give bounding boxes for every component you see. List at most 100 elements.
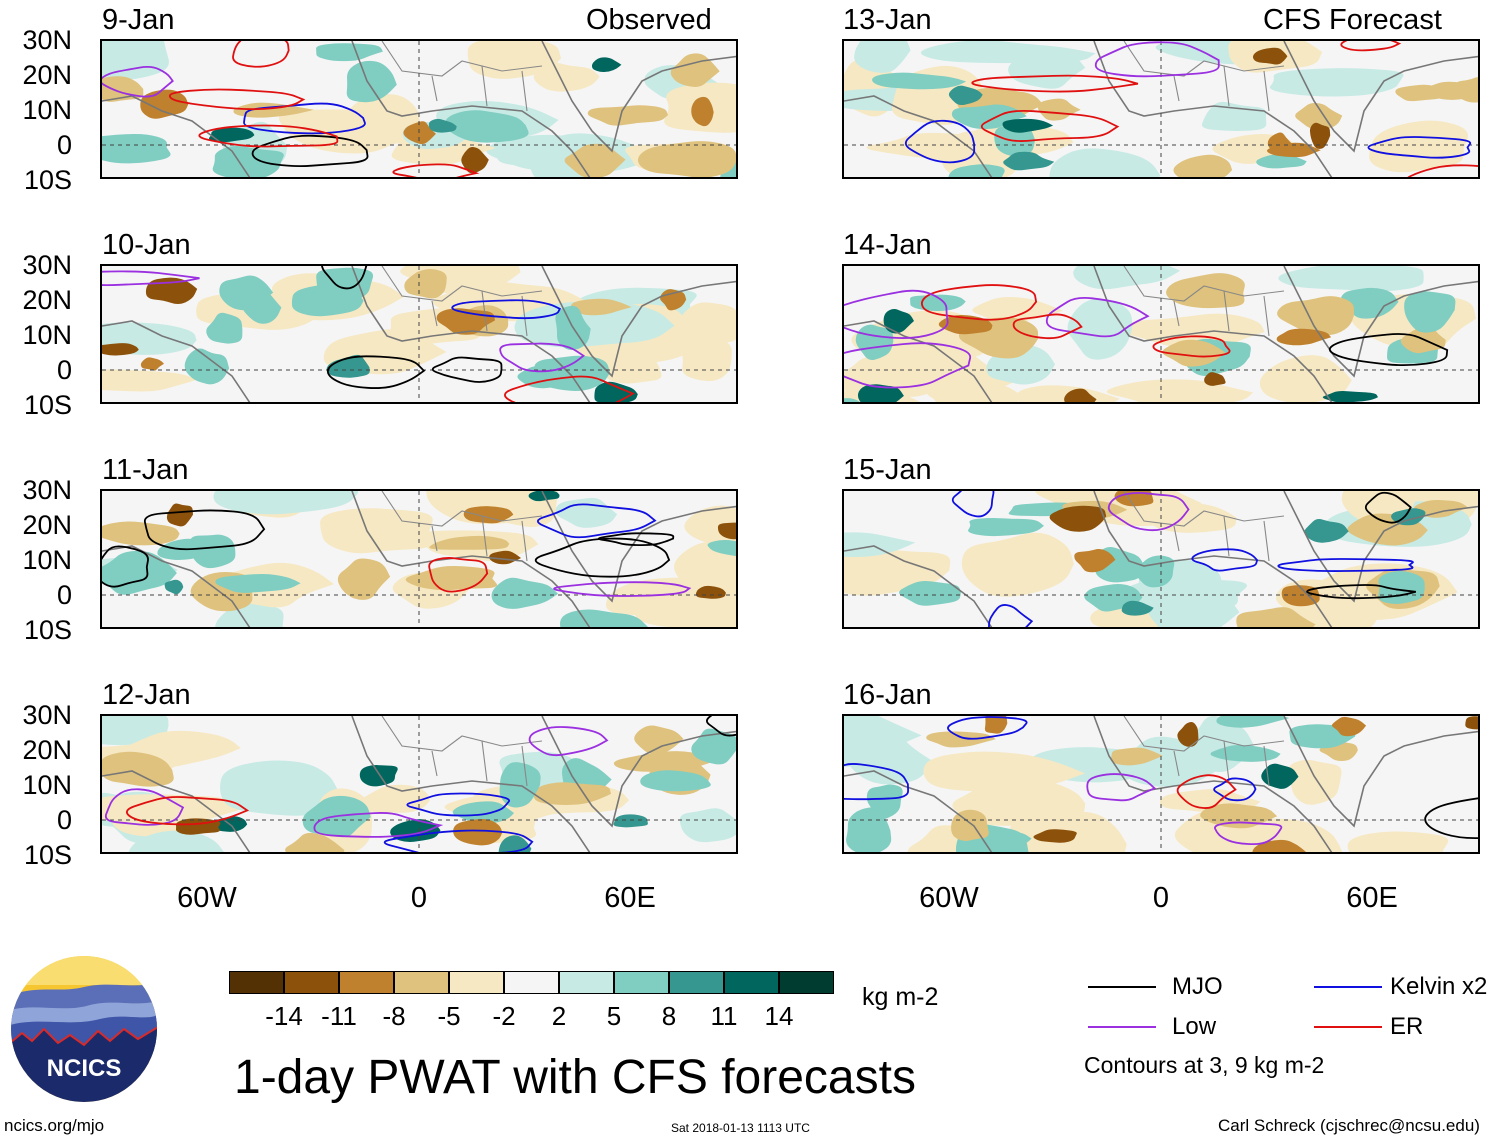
wave-contour [431, 356, 503, 383]
pwat-anomaly-shading [984, 716, 1008, 734]
pwat-anomaly-shading [1395, 84, 1443, 102]
x-tick-label: 60W [177, 882, 237, 914]
wave-contour [1176, 774, 1237, 809]
pwat-anomaly-shading [1452, 77, 1478, 103]
pwat-anomaly-shading [102, 41, 169, 81]
pwat-anomaly-shading [1256, 153, 1307, 169]
pwat-anomaly-shading [676, 302, 736, 348]
pwat-anomaly-shading [140, 89, 189, 119]
pwat-anomaly-shading [1049, 148, 1161, 177]
pwat-anomaly-shading [184, 348, 230, 385]
country-borders [1123, 41, 1285, 112]
panel-date-label: 15-Jan [843, 454, 932, 486]
country-borders [381, 41, 543, 112]
country-borders [381, 716, 543, 787]
colorbar-label: -5 [437, 1001, 461, 1031]
wave-contour [537, 503, 657, 539]
x-tick-label: 60W [919, 882, 979, 914]
pwat-anomaly-shading [467, 41, 561, 79]
pwat-map [844, 266, 1478, 402]
country-borders [381, 491, 543, 562]
colorbar-cell [614, 971, 669, 994]
pwat-anomaly-shading [995, 831, 1032, 847]
pwat-anomaly-shading [1261, 763, 1299, 789]
pwat-anomaly-shading [1210, 744, 1281, 762]
colorbar-label: 8 [661, 1001, 677, 1031]
x-tick-label: 0 [1152, 882, 1170, 914]
y-tick-label: 20N [22, 60, 72, 90]
colorbar-cell [229, 971, 284, 994]
pwat-anomaly-shading [1277, 296, 1354, 336]
colorbar-cell [339, 971, 394, 994]
contour-note: Contours at 3, 9 kg m-2 [1084, 1052, 1325, 1078]
x-tick-label: 0 [410, 882, 428, 914]
pwat-anomaly-shading [634, 725, 684, 755]
y-tick-label: 30N [22, 250, 72, 280]
logo-text: NCICS [47, 1055, 122, 1082]
pwat-anomaly-shading [1252, 47, 1288, 65]
pwat-anomaly-shading [428, 118, 457, 133]
wave-contour [844, 342, 972, 389]
pwat-anomaly-shading [571, 298, 632, 316]
pwat-anomaly-shading [1414, 499, 1469, 518]
pwat-anomaly-shading [111, 799, 193, 837]
pwat-anomaly-shading [1331, 716, 1367, 737]
wave-contour [451, 299, 562, 320]
y-tick-label: 10N [22, 95, 72, 125]
wave-contour [1306, 584, 1417, 600]
pwat-anomaly-shading [320, 508, 433, 554]
pwat-anomaly-shading [1216, 716, 1290, 728]
pwat-map [102, 266, 736, 402]
footer-url[interactable]: ncics.org/mjo [4, 1116, 105, 1135]
pwat-anomaly-shading [452, 801, 514, 824]
wave-contour [102, 545, 149, 588]
country-borders [1123, 491, 1285, 562]
forecast-label: CFS Forecast [1263, 4, 1442, 36]
colorbar-label: -14 [265, 1001, 303, 1031]
colorbar-cell [559, 971, 614, 994]
y-tick-label: 0 [56, 130, 72, 160]
pwat-anomaly-shading [1002, 118, 1054, 133]
pwat-anomaly-shading [1304, 519, 1349, 543]
wave-contour [528, 726, 609, 757]
pwat-anomaly-shading [1064, 388, 1097, 402]
pwat-anomaly-shading [242, 287, 282, 324]
pwat-anomaly-shading [695, 585, 726, 599]
pwat-anomaly-shading [285, 832, 345, 852]
er-legend-label: ER [1390, 1013, 1424, 1040]
map-panel-forecast [842, 489, 1480, 629]
pwat-anomaly-shading [102, 133, 171, 164]
wave-contour [313, 812, 444, 838]
pwat-anomaly-shading [533, 62, 600, 92]
wave-contour [251, 134, 369, 168]
pwat-anomaly-shading [844, 716, 922, 767]
kelvin-legend-line [1314, 986, 1382, 988]
pwat-anomaly-shading [1177, 722, 1199, 747]
y-tick-label: 10N [22, 545, 72, 575]
pwat-anomaly-shading [208, 127, 255, 143]
pwat-anomaly-shading [951, 809, 989, 841]
pwat-anomaly-shading [844, 532, 916, 558]
x-tick-label: 60E [1346, 882, 1398, 914]
map-panel-observed [100, 264, 738, 404]
pwat-map [102, 491, 736, 627]
wave-contour [951, 491, 995, 518]
pwat-anomaly-shading [1003, 151, 1055, 171]
y-tick-label: 0 [56, 805, 72, 835]
pwat-anomaly-shading [1266, 142, 1321, 158]
pwat-anomaly-shading [337, 558, 391, 600]
pwat-anomaly-shading [872, 72, 967, 90]
pwat-anomaly-shading [637, 141, 736, 177]
coastline [844, 716, 1478, 852]
wave-contour [706, 716, 736, 737]
pwat-anomaly-shading [717, 522, 736, 540]
pwat-anomaly-shading [866, 132, 1019, 162]
pwat-anomaly-shading [463, 506, 514, 524]
pwat-anomaly-shading [453, 819, 503, 846]
pwat-anomaly-shading [220, 760, 341, 816]
pwat-anomaly-shading [212, 145, 284, 177]
coastline [102, 41, 736, 177]
wave-contour [1214, 821, 1283, 846]
mjo-legend-line [1088, 986, 1156, 988]
pwat-anomaly-shading [1322, 391, 1378, 402]
